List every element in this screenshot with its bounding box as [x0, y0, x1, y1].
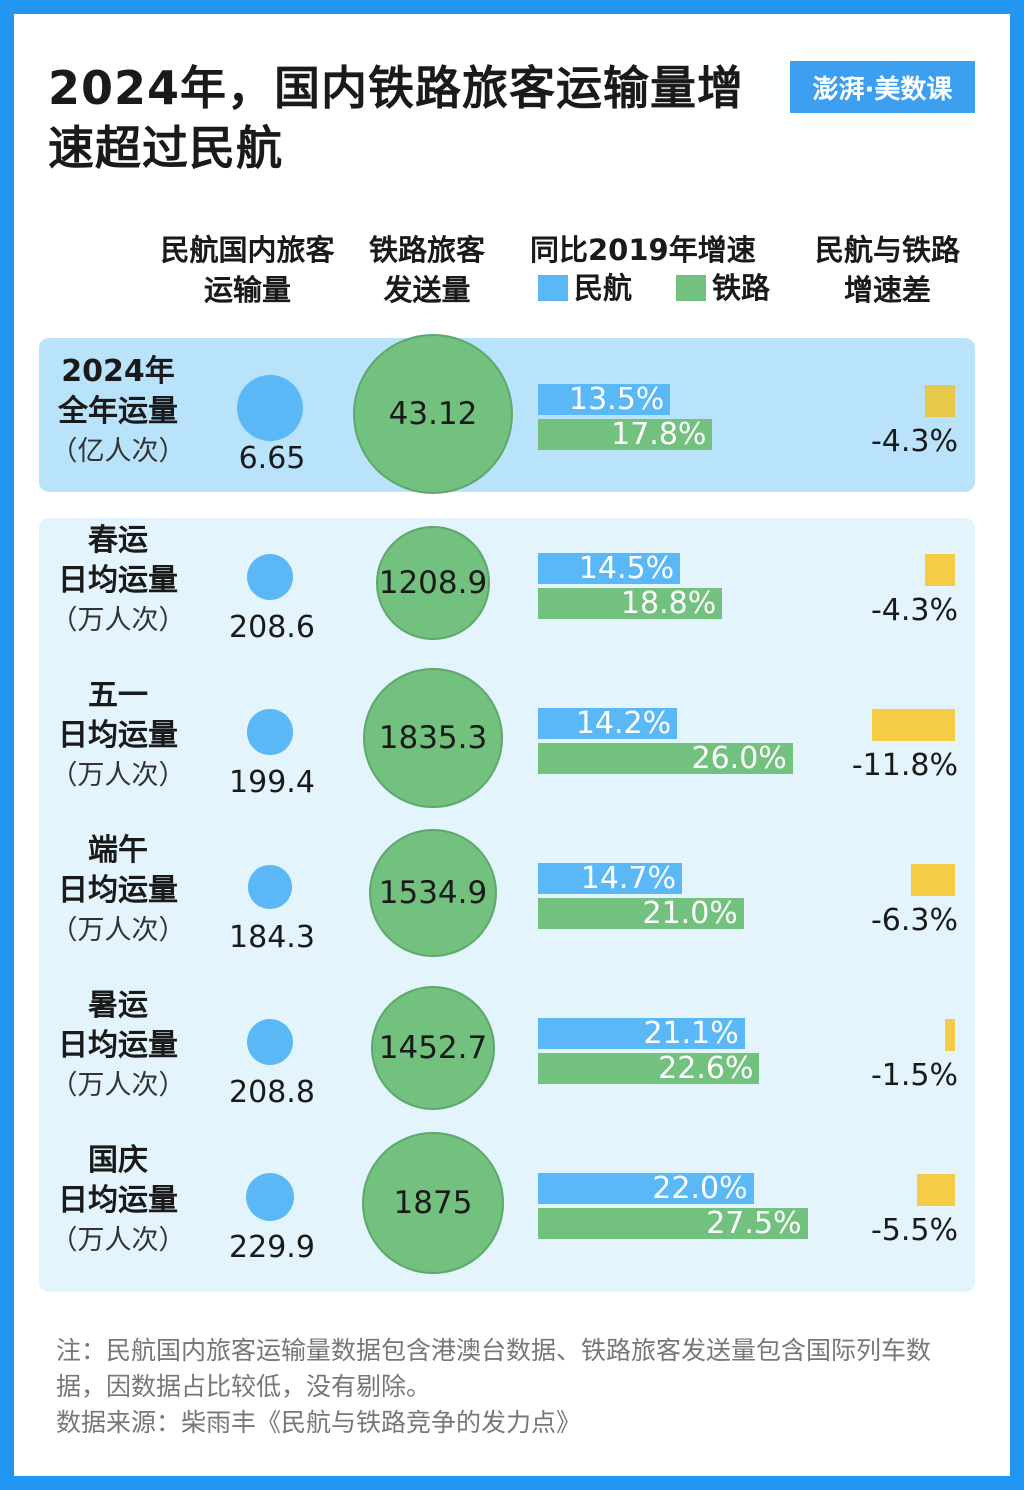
- source-text: 数据来源：柴雨丰《民航与铁路竞争的发力点》: [56, 1408, 582, 1437]
- growth-diff-value: -5.5%: [870, 1213, 958, 1248]
- civil-volume-value: 6.65: [238, 441, 306, 476]
- rail-growth-bar: 18.8%: [538, 588, 723, 619]
- row-label-line1: 春运: [88, 523, 148, 558]
- row-label: 端午日均运量 （万人次）: [38, 831, 198, 951]
- civil-growth-bar: 13.5%: [538, 384, 671, 415]
- growth-diff-bar: [924, 385, 955, 417]
- growth-diff-value: -4.3%: [870, 593, 958, 628]
- civil-volume-circle: [247, 709, 293, 755]
- growth-diff-value: -4.3%: [870, 424, 958, 459]
- footnote: 注：民航国内旅客运输量数据包含港澳台数据、铁路旅客发送量包含国际列车数据，因数据…: [56, 1333, 976, 1441]
- chart-title: 2024年，国内铁路旅客运输量增速超过民航: [48, 61, 745, 175]
- civil-volume-circle: [246, 553, 294, 601]
- rail-volume-value: 1208.9: [378, 564, 488, 601]
- rail-growth-bar: 21.0%: [538, 898, 744, 929]
- rail-growth-bar: 27.5%: [538, 1208, 808, 1239]
- rail-growth-bar: 22.6%: [538, 1053, 760, 1084]
- row-label-unit: （万人次）: [50, 915, 186, 946]
- header-growth: 同比2019年增速: [530, 233, 756, 267]
- row-label-line1: 暑运: [88, 988, 148, 1023]
- header-rail-line2: 发送量: [383, 273, 471, 307]
- civil-growth-bar: 22.0%: [538, 1173, 754, 1204]
- rail-volume-circle: 43.12: [353, 334, 513, 494]
- civil-volume-circle: [248, 865, 292, 909]
- rail-volume-circle: 1875: [362, 1132, 504, 1274]
- civil-growth-bar: 14.2%: [538, 708, 678, 739]
- growth-diff-bar: [916, 1174, 955, 1206]
- header-diff-line2: 增速差: [843, 273, 931, 307]
- growth-diff-bar: [924, 554, 955, 586]
- row-label-line2: 日均运量: [58, 718, 178, 753]
- civil-volume-value: 184.3: [229, 920, 315, 955]
- growth-diff-bar: [872, 709, 955, 741]
- row-label-line1: 2024年: [61, 354, 175, 389]
- legend-rail: 铁路: [676, 268, 770, 308]
- growth-diff-value: -6.3%: [870, 903, 958, 938]
- row-label-line2: 日均运量: [58, 873, 178, 908]
- rail-volume-circle: 1452.7: [370, 985, 496, 1111]
- header-civil-line2: 运输量: [203, 273, 291, 307]
- row-label-line2: 日均运量: [58, 1183, 178, 1218]
- rail-volume-value: 1835.3: [378, 719, 488, 756]
- civil-volume-value: 208.8: [229, 1075, 315, 1110]
- rail-volume-value: 43.12: [388, 396, 478, 432]
- legend-civil-swatch: [538, 275, 568, 301]
- header-rail-line1: 铁路旅客: [368, 233, 485, 267]
- holiday-panel: [39, 518, 975, 1292]
- civil-volume-value: 229.9: [229, 1230, 315, 1265]
- row-label-unit: （万人次）: [50, 760, 186, 791]
- row-label: 2024年全年运量 （亿人次）: [38, 352, 198, 472]
- row-label-line2: 全年运量: [58, 394, 178, 429]
- civil-volume-value: 199.4: [229, 765, 315, 800]
- row-label-line2: 日均运量: [58, 563, 178, 598]
- note-text: 注：民航国内旅客运输量数据包含港澳台数据、铁路旅客发送量包含国际列车数据，因数据…: [56, 1336, 932, 1401]
- row-label-unit: （万人次）: [50, 605, 186, 636]
- civil-volume-circle: [246, 1018, 294, 1066]
- legend-civil: 民航: [538, 268, 632, 308]
- header-civil: 民航国内旅客 运输量: [140, 230, 355, 310]
- row-label: 春运日均运量 （万人次）: [38, 521, 198, 641]
- civil-volume-circle: [237, 375, 303, 441]
- row-label-unit: （万人次）: [50, 1225, 186, 1256]
- rail-volume-value: 1875: [393, 1184, 473, 1221]
- header-diff: 民航与铁路 增速差: [800, 230, 975, 310]
- header-diff-line1: 民航与铁路: [814, 233, 960, 267]
- row-label: 国庆日均运量 （万人次）: [38, 1141, 198, 1261]
- rail-volume-circle: 1208.9: [376, 526, 490, 640]
- civil-growth-bar: 14.5%: [538, 553, 681, 584]
- legend-rail-swatch: [676, 275, 706, 301]
- row-label: 暑运日均运量 （万人次）: [38, 986, 198, 1106]
- row-label: 五一日均运量 （万人次）: [38, 676, 198, 796]
- growth-diff-value: -11.8%: [851, 748, 958, 783]
- rail-growth-bar: 17.8%: [538, 419, 713, 450]
- civil-volume-circle: [245, 1172, 295, 1222]
- civil-growth-bar: 21.1%: [538, 1018, 745, 1049]
- brand-logo: 澎湃·美数课: [790, 61, 975, 113]
- rail-growth-bar: 26.0%: [538, 743, 793, 774]
- rail-volume-value: 1452.7: [378, 1029, 488, 1066]
- rail-volume-circle: 1534.9: [369, 829, 497, 957]
- civil-volume-value: 208.6: [229, 610, 315, 645]
- row-label-unit: （亿人次）: [50, 436, 186, 467]
- header-rail: 铁路旅客 发送量: [352, 230, 502, 310]
- row-label-unit: （万人次）: [50, 1070, 186, 1101]
- row-label-line2: 日均运量: [58, 1028, 178, 1063]
- rail-volume-value: 1534.9: [378, 875, 488, 911]
- growth-diff-bar: [910, 864, 955, 896]
- row-label-line1: 国庆: [88, 1143, 148, 1178]
- growth-diff-value: -1.5%: [870, 1058, 958, 1093]
- header-civil-line1: 民航国内旅客: [160, 233, 335, 267]
- legend-civil-label: 民航: [574, 271, 633, 305]
- legend-rail-label: 铁路: [712, 271, 771, 305]
- row-label-line1: 端午: [88, 833, 148, 868]
- row-label-line1: 五一: [88, 678, 148, 713]
- rail-volume-circle: 1835.3: [363, 668, 503, 808]
- growth-diff-bar: [944, 1019, 955, 1051]
- civil-growth-bar: 14.7%: [538, 863, 683, 894]
